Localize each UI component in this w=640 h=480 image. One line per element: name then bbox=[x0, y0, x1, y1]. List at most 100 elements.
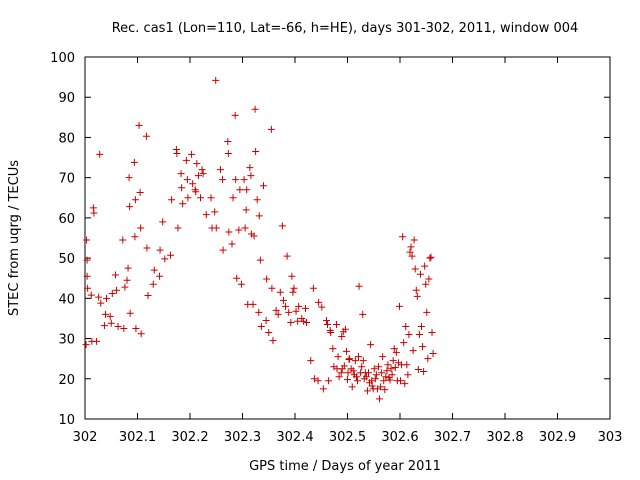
data-point bbox=[93, 337, 101, 345]
data-point bbox=[125, 174, 133, 182]
data-point bbox=[263, 275, 271, 283]
data-point bbox=[368, 377, 376, 385]
data-point bbox=[132, 325, 140, 332]
data-point bbox=[183, 176, 191, 184]
data-point bbox=[325, 377, 333, 385]
data-point bbox=[324, 320, 332, 328]
data-point bbox=[337, 369, 345, 377]
data-point bbox=[106, 312, 114, 320]
data-point bbox=[216, 166, 224, 174]
data-point bbox=[193, 160, 201, 168]
data-point bbox=[251, 105, 259, 113]
data-point bbox=[310, 375, 318, 383]
data-point bbox=[290, 284, 298, 292]
x-tick-label: 302.8 bbox=[486, 430, 523, 445]
data-point bbox=[276, 288, 284, 296]
data-point bbox=[241, 224, 249, 232]
data-point bbox=[211, 208, 219, 216]
data-point bbox=[309, 284, 317, 292]
y-tick-label: 30 bbox=[58, 333, 75, 348]
x-axis: 302 302.1 302.2 302.3 302.4 302.5 302.6 302.7 30… bbox=[73, 57, 622, 445]
data-point bbox=[184, 194, 192, 202]
data-point bbox=[307, 357, 315, 365]
data-point bbox=[384, 361, 392, 369]
x-tick-label: 302.6 bbox=[381, 430, 418, 445]
data-point bbox=[253, 196, 261, 204]
data-point bbox=[363, 387, 371, 395]
data-point bbox=[358, 363, 366, 371]
data-point bbox=[427, 253, 435, 261]
data-point bbox=[403, 361, 411, 369]
data-point bbox=[377, 383, 385, 391]
data-point bbox=[107, 319, 115, 327]
data-point bbox=[219, 246, 227, 254]
data-point bbox=[113, 286, 120, 294]
data-point bbox=[212, 76, 220, 84]
data-point bbox=[232, 176, 240, 184]
data-point bbox=[121, 283, 129, 291]
data-point bbox=[421, 262, 429, 270]
data-point bbox=[426, 254, 434, 262]
data-point bbox=[355, 353, 363, 361]
data-point bbox=[425, 275, 433, 283]
data-point bbox=[159, 218, 167, 226]
data-point bbox=[376, 395, 384, 403]
data-point bbox=[289, 288, 297, 296]
data-point bbox=[362, 373, 370, 381]
data-point bbox=[202, 211, 210, 219]
data-point bbox=[229, 194, 237, 202]
data-point bbox=[359, 310, 367, 318]
data-point bbox=[219, 176, 227, 184]
data-point bbox=[389, 357, 397, 365]
x-tick-label: 302.7 bbox=[434, 430, 471, 445]
data-point bbox=[416, 270, 424, 278]
data-point bbox=[382, 373, 390, 381]
data-point bbox=[236, 186, 244, 194]
data-point bbox=[406, 248, 414, 256]
data-point bbox=[332, 320, 340, 328]
data-point bbox=[114, 322, 122, 330]
data-point bbox=[161, 255, 169, 263]
data-point bbox=[370, 365, 378, 373]
y-tick-label: 70 bbox=[58, 172, 75, 187]
data-point bbox=[282, 302, 290, 310]
plot-area bbox=[84, 56, 611, 420]
data-point bbox=[188, 150, 196, 158]
data-point bbox=[83, 272, 91, 280]
x-tick-label: 302.5 bbox=[329, 430, 366, 445]
data-point bbox=[260, 182, 267, 190]
data-point bbox=[95, 293, 103, 301]
data-point bbox=[379, 353, 387, 361]
data-point bbox=[247, 172, 255, 180]
data-point bbox=[269, 337, 277, 345]
x-tick-label: 302.4 bbox=[276, 430, 313, 445]
data-point bbox=[428, 329, 436, 337]
data-point bbox=[119, 236, 127, 244]
data-point bbox=[111, 271, 119, 279]
y-tick-label: 10 bbox=[58, 413, 75, 428]
data-point bbox=[137, 224, 145, 232]
data-point bbox=[334, 353, 342, 361]
data-point bbox=[212, 224, 220, 232]
data-point bbox=[256, 256, 264, 264]
data-point bbox=[412, 286, 420, 294]
data-point bbox=[252, 148, 260, 156]
data-point bbox=[173, 150, 181, 158]
data-point bbox=[381, 386, 389, 394]
data-point bbox=[246, 164, 254, 172]
data-point bbox=[423, 308, 431, 316]
data-point bbox=[392, 349, 400, 357]
data-point bbox=[143, 244, 151, 252]
data-point bbox=[90, 209, 98, 217]
data-point bbox=[87, 291, 95, 299]
y-tick-label: 90 bbox=[58, 91, 75, 106]
data-point bbox=[349, 367, 357, 375]
data-point bbox=[391, 364, 399, 372]
chart-title: Rec. cas1 (Lon=110, Lat=-66, h=HE), days… bbox=[112, 21, 579, 36]
data-point bbox=[149, 280, 157, 288]
data-point bbox=[197, 194, 204, 202]
data-point bbox=[131, 233, 139, 241]
data-point bbox=[89, 204, 97, 212]
data-point bbox=[97, 299, 105, 307]
data-point bbox=[323, 316, 330, 324]
